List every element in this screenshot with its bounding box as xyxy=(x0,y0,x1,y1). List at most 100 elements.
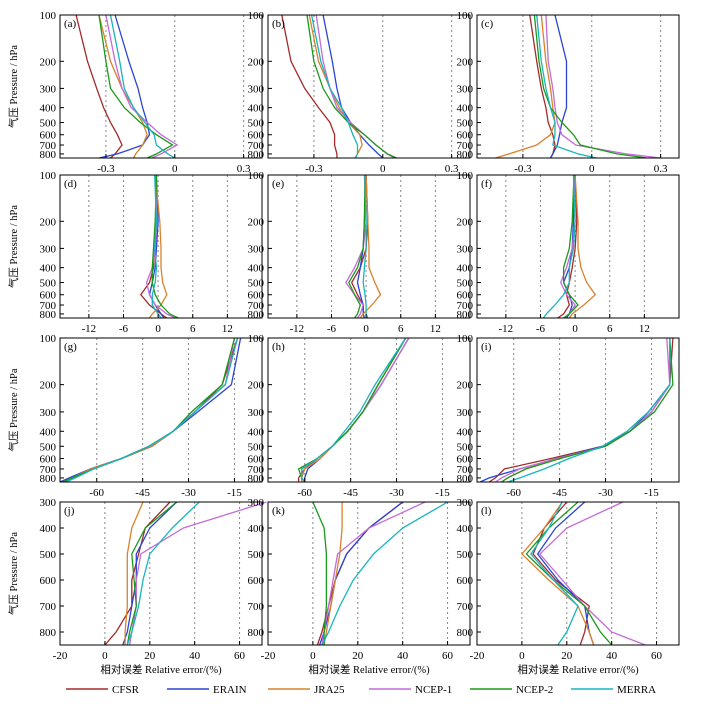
y-tick-label: 600 xyxy=(457,290,474,302)
plot-frame xyxy=(476,14,680,159)
y-tick-label: 600 xyxy=(457,130,474,142)
panel-label: (c) xyxy=(481,18,494,30)
series-line-cfsr xyxy=(281,14,338,158)
y-tick-label: 700 xyxy=(40,300,57,312)
panel-label: (d) xyxy=(64,178,77,190)
x-tick-label: -60 xyxy=(297,487,312,499)
series-line-ncep-2 xyxy=(98,14,174,159)
x-tick-label: -20 xyxy=(261,650,276,662)
y-tick-label: 400 xyxy=(457,426,474,438)
legend-item-merra: MERRA xyxy=(571,684,656,696)
series-line-merra xyxy=(362,174,369,319)
panel: (l) -20 0 20 40 60 300 400 500 600 700 800 相对误差 Rela… xyxy=(457,497,680,676)
x-tick-label: -45 xyxy=(552,487,567,499)
y-tick-label: 300 xyxy=(40,83,57,95)
y-tick-label: 600 xyxy=(40,290,57,302)
x-axis-label: 相对误差 Relative error/(%) xyxy=(517,663,639,676)
panel-label: (j) xyxy=(64,505,75,517)
series-line-cfsr xyxy=(59,337,239,483)
y-tick-label: 100 xyxy=(457,10,474,22)
series-line-erain xyxy=(59,337,242,483)
x-tick-label: 0.3 xyxy=(237,163,251,175)
y-tick-label: 300 xyxy=(457,83,474,95)
x-axis-label: 相对误差 Relative error/(%) xyxy=(100,663,222,676)
panel-label: (a) xyxy=(64,18,77,30)
series-line-ncep-2 xyxy=(533,14,647,159)
x-tick-label: 60 xyxy=(651,650,663,662)
y-tick-label: 600 xyxy=(40,454,57,466)
y-tick-label: 100 xyxy=(248,333,265,345)
y-tick-label: 800 xyxy=(248,627,265,639)
y-tick-label: 300 xyxy=(248,497,265,509)
y-tick-label: 700 xyxy=(457,140,474,152)
legend-item-ncep-2: NCEP-2 xyxy=(470,684,553,696)
panel: (k) -20 0 20 40 60 300 400 500 600 700 800 相对误差 Rela… xyxy=(248,497,471,676)
x-tick-label: -20 xyxy=(53,650,68,662)
series-line-merra xyxy=(507,338,671,483)
y-tick-label: 500 xyxy=(457,278,474,290)
legend: CFSR ERAIN JRA25 NCEP-1 NCEP-2 MERRA xyxy=(66,684,656,696)
x-tick-label: -20 xyxy=(470,650,485,662)
series-line-jra25 xyxy=(124,501,144,645)
x-tick-label: 60 xyxy=(234,650,246,662)
y-tick-label: 800 xyxy=(248,473,265,485)
legend-item-cfsr: CFSR xyxy=(66,684,140,696)
plot-frame xyxy=(267,174,471,319)
x-tick-label: 40 xyxy=(606,650,618,662)
series-line-jra25 xyxy=(501,338,671,483)
plot-frame xyxy=(267,337,471,483)
x-tick-label: 20 xyxy=(561,650,573,662)
y-axis-label: 气压 Pressure / hPa xyxy=(7,368,20,451)
y-tick-label: 800 xyxy=(457,149,474,161)
y-tick-label: 700 xyxy=(457,300,474,312)
y-tick-label: 500 xyxy=(40,278,57,290)
y-axis-label: 气压 Pressure / hPa xyxy=(7,205,20,288)
x-tick-label: -30 xyxy=(389,487,404,499)
y-tick-label: 400 xyxy=(248,103,265,115)
series-line-merra xyxy=(310,14,359,159)
x-tick-label: 0 xyxy=(363,323,369,335)
y-tick-label: 500 xyxy=(457,118,474,130)
x-tick-label: -0.3 xyxy=(305,163,323,175)
y-tick-label: 200 xyxy=(457,216,474,228)
x-tick-label: 0.3 xyxy=(445,163,459,175)
y-tick-label: 600 xyxy=(457,575,474,587)
y-tick-label: 700 xyxy=(40,601,57,613)
series-line-ncep-2 xyxy=(562,174,579,319)
y-tick-label: 100 xyxy=(40,10,57,22)
plot-frame xyxy=(59,174,263,319)
y-tick-label: 500 xyxy=(40,549,57,561)
panel: (j) -20 0 20 40 60 300 400 500 600 700 800 气压 Pressu… xyxy=(7,497,267,676)
y-tick-label: 200 xyxy=(248,56,265,68)
y-tick-label: 600 xyxy=(40,575,57,587)
series-line-ncep-2 xyxy=(126,501,178,646)
x-tick-label: -60 xyxy=(506,487,521,499)
series-line-ncep-2 xyxy=(348,174,366,319)
y-tick-label: 700 xyxy=(248,464,265,476)
y-tick-label: 100 xyxy=(457,170,474,182)
y-tick-label: 800 xyxy=(248,149,265,161)
series-line-ncep-1 xyxy=(538,501,646,646)
series-line-ncep-1 xyxy=(545,14,661,159)
series-line-merra xyxy=(109,14,176,159)
y-tick-label: 400 xyxy=(457,523,474,535)
legend-item-jra25: JRA25 xyxy=(268,684,345,696)
x-tick-label: -0.3 xyxy=(514,163,532,175)
x-tick-label: -12 xyxy=(290,323,305,335)
x-tick-label: -60 xyxy=(89,487,104,499)
y-tick-label: 700 xyxy=(40,140,57,152)
series-line-ncep-2 xyxy=(501,337,674,483)
legend-label: NCEP-2 xyxy=(516,684,553,696)
x-tick-label: 6 xyxy=(607,323,613,335)
series-line-ncep-1 xyxy=(495,337,671,483)
series-line-erain xyxy=(479,338,671,483)
x-tick-label: -30 xyxy=(598,487,613,499)
y-tick-label: 100 xyxy=(457,333,474,345)
y-tick-label: 500 xyxy=(40,118,57,130)
panel-label: (g) xyxy=(64,341,77,353)
panel-label: (b) xyxy=(272,18,285,30)
series-line-merra xyxy=(530,501,579,646)
